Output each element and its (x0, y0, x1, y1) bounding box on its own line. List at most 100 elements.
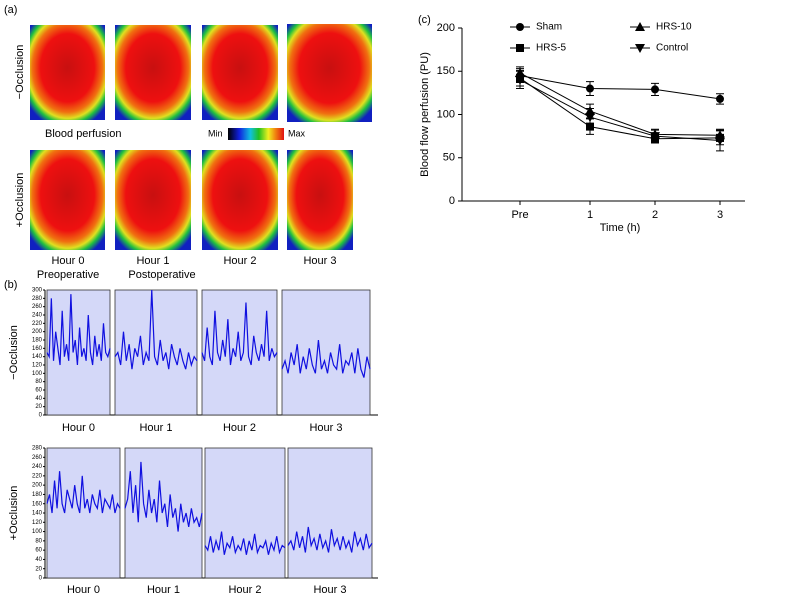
colorbar-max: Max (288, 128, 306, 138)
marker (515, 75, 525, 85)
y-tick-label: 280 (32, 296, 43, 302)
perfusion-image (202, 150, 278, 250)
perfusion-image (202, 25, 278, 120)
y-tick-label: 140 (32, 511, 43, 517)
column-title: Hour 2 (223, 255, 256, 267)
y-tick-label: 260 (32, 455, 43, 461)
trace (204, 531, 286, 555)
x-tick-label: 3 (717, 209, 723, 221)
y-tick-label: 60 (35, 388, 42, 394)
x-axis-label: Time (h) (600, 222, 641, 234)
segment-box (204, 447, 286, 579)
marker (586, 122, 594, 131)
segment-box (46, 447, 121, 579)
column-title: Hour 1 (136, 255, 169, 267)
perfusion-image (287, 24, 372, 122)
marker (516, 23, 524, 31)
x-tick-label: Hour 0 (67, 584, 100, 596)
y-tick-label: 0 (39, 413, 43, 419)
row-label: +Occlusion (14, 173, 26, 228)
y-tick-label: 40 (35, 396, 42, 402)
series-line (519, 72, 721, 136)
y-tick-label: 240 (32, 464, 43, 470)
legend-label: Control (656, 43, 688, 54)
y-tick-label: 80 (35, 379, 42, 385)
trace (287, 526, 373, 553)
segment-box (281, 289, 371, 416)
y-tick-label: 260 (32, 304, 43, 310)
panel-label: (b) (4, 279, 17, 291)
x-tick-label: Hour 2 (228, 584, 261, 596)
trace (281, 339, 371, 378)
series-line (519, 79, 721, 141)
y-tick-label: 80 (35, 538, 42, 544)
trace (124, 461, 203, 532)
perfusion-image (30, 25, 105, 120)
perfusion-image (287, 150, 353, 250)
y-tick-label: 200 (32, 329, 43, 335)
y-tick-label: 140 (32, 354, 43, 360)
trace (46, 471, 121, 514)
y-tick-label: 300 (32, 288, 43, 294)
perfusion-image (115, 150, 191, 250)
x-tick-label: Hour 3 (309, 422, 342, 434)
series-line (519, 77, 721, 140)
marker (635, 22, 645, 31)
y-tick-label: 200 (437, 22, 455, 34)
trace (201, 302, 278, 366)
x-tick-label: Hour 3 (313, 584, 346, 596)
colorbar-min: Min (208, 128, 223, 138)
legend-label: HRS-5 (536, 43, 566, 54)
y-tick-label: 280 (32, 446, 43, 452)
y-tick-label: 20 (35, 566, 42, 572)
marker (651, 85, 659, 94)
marker (635, 44, 645, 53)
y-tick-label: 220 (32, 473, 43, 479)
perfusion-image (115, 25, 191, 120)
marker (585, 113, 595, 123)
y-axis-label: −Occlusion (8, 325, 20, 380)
x-tick-label: 2 (652, 209, 658, 221)
panel-a: (a) −Occlusion +Occlusion Blood perfusio… (4, 4, 372, 281)
y-tick-label: 180 (32, 338, 43, 344)
y-tick-label: 100 (32, 529, 43, 535)
panel-label: (a) (4, 4, 17, 16)
y-tick-label: 60 (35, 548, 42, 554)
y-tick-label: 160 (32, 501, 43, 507)
x-tick-label: Hour 1 (147, 584, 180, 596)
panel-label: (c) (418, 14, 431, 26)
x-tick-label: Pre (511, 209, 528, 221)
y-tick-label: 150 (437, 65, 455, 77)
x-tick-label: 1 (587, 209, 593, 221)
segment-box (114, 289, 198, 416)
y-tick-label: 160 (32, 346, 43, 352)
y-tick-label: 180 (32, 492, 43, 498)
trace (114, 289, 198, 370)
legend-label: Sham (536, 22, 562, 33)
series-line (519, 75, 721, 100)
colorbar (228, 128, 284, 140)
x-tick-label: Hour 0 (62, 422, 95, 434)
marker (516, 44, 524, 52)
x-tick-label: Hour 2 (223, 422, 256, 434)
y-axis-label: +Occlusion (8, 486, 20, 541)
marker (716, 94, 724, 103)
y-tick-label: 100 (437, 108, 455, 120)
y-tick-label: 50 (443, 152, 455, 164)
trace (46, 294, 111, 366)
column-subtitle: Preoperative (37, 269, 99, 281)
y-tick-label: 40 (35, 557, 42, 563)
y-axis-label: Blood flow perfusion (PU) (419, 52, 431, 177)
y-tick-label: 100 (32, 371, 43, 377)
y-tick-label: 220 (32, 321, 43, 327)
y-tick-label: 20 (35, 404, 42, 410)
column-title: Hour 0 (51, 255, 84, 267)
segment-box (287, 447, 373, 579)
y-tick-label: 120 (32, 363, 43, 369)
column-title: Hour 3 (303, 255, 336, 267)
marker (715, 136, 725, 146)
row-label: −Occlusion (14, 45, 26, 100)
y-tick-label: 240 (32, 313, 43, 319)
legend-title: Blood perfusion (45, 128, 121, 140)
